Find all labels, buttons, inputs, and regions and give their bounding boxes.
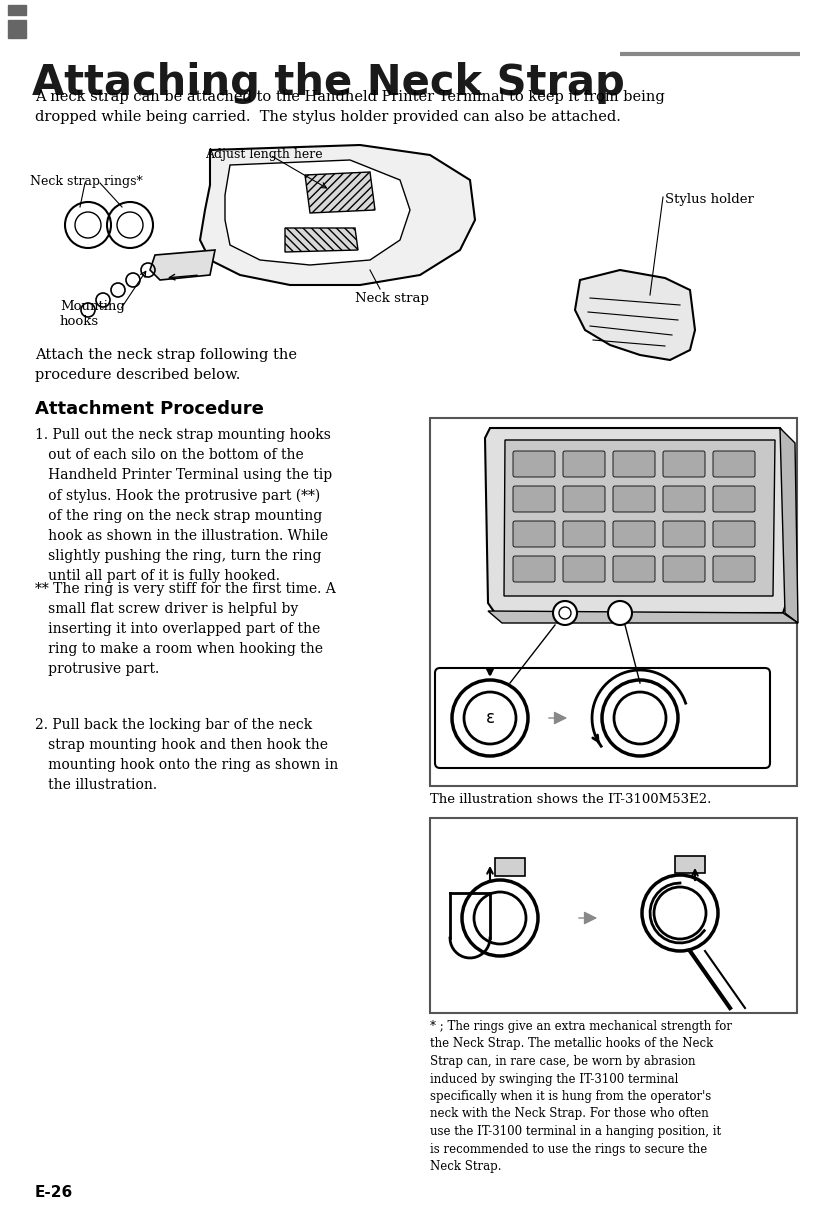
FancyBboxPatch shape	[663, 451, 705, 477]
FancyBboxPatch shape	[713, 486, 755, 512]
Polygon shape	[675, 856, 705, 872]
Polygon shape	[225, 160, 410, 265]
Text: * ; The rings give an extra mechanical strength for
the Neck Strap. The metallic: * ; The rings give an extra mechanical s…	[430, 1019, 732, 1172]
Circle shape	[452, 680, 528, 756]
FancyBboxPatch shape	[563, 521, 605, 547]
Circle shape	[654, 887, 706, 939]
Bar	[430, 418, 797, 786]
Polygon shape	[495, 858, 525, 876]
Text: Attachment Procedure: Attachment Procedure	[35, 400, 264, 418]
FancyBboxPatch shape	[513, 486, 555, 512]
FancyBboxPatch shape	[563, 451, 605, 477]
Text: ε: ε	[485, 709, 494, 727]
Text: Stylus holder: Stylus holder	[665, 193, 754, 206]
FancyBboxPatch shape	[435, 668, 770, 768]
Polygon shape	[504, 440, 775, 596]
FancyBboxPatch shape	[613, 486, 655, 512]
Text: Attaching the Neck Strap: Attaching the Neck Strap	[32, 61, 625, 104]
Bar	[8, 5, 26, 14]
FancyBboxPatch shape	[713, 521, 755, 547]
Circle shape	[642, 875, 718, 951]
Polygon shape	[488, 611, 798, 623]
Polygon shape	[485, 428, 788, 613]
Text: Mounting
hooks: Mounting hooks	[60, 300, 125, 328]
Polygon shape	[200, 145, 475, 286]
Circle shape	[602, 680, 678, 756]
Text: Adjust length here: Adjust length here	[205, 148, 323, 161]
Circle shape	[614, 692, 666, 743]
FancyBboxPatch shape	[563, 556, 605, 582]
Text: Neck strap rings*: Neck strap rings*	[30, 175, 143, 188]
Bar	[8, 20, 26, 39]
Text: 1. Pull out the neck strap mounting hooks
   out of each silo on the bottom of t: 1. Pull out the neck strap mounting hook…	[35, 428, 333, 583]
Polygon shape	[150, 249, 215, 280]
Polygon shape	[285, 228, 358, 252]
FancyBboxPatch shape	[613, 451, 655, 477]
FancyBboxPatch shape	[513, 556, 555, 582]
FancyBboxPatch shape	[713, 556, 755, 582]
Text: A neck strap can be attached to the Handheld Printer Terminal to keep it from be: A neck strap can be attached to the Hand…	[35, 90, 665, 124]
Polygon shape	[780, 428, 798, 623]
Bar	[430, 818, 797, 1013]
FancyBboxPatch shape	[563, 486, 605, 512]
FancyBboxPatch shape	[613, 521, 655, 547]
FancyBboxPatch shape	[663, 486, 705, 512]
FancyBboxPatch shape	[613, 556, 655, 582]
Circle shape	[553, 601, 577, 625]
Circle shape	[608, 601, 632, 625]
Text: E-26: E-26	[35, 1185, 74, 1200]
FancyBboxPatch shape	[513, 521, 555, 547]
Text: The illustration shows the IT-3100M53E2.: The illustration shows the IT-3100M53E2.	[430, 793, 712, 806]
Polygon shape	[575, 270, 695, 360]
Circle shape	[464, 692, 516, 743]
Polygon shape	[305, 172, 375, 213]
Text: 2. Pull back the locking bar of the neck
   strap mounting hook and then hook th: 2. Pull back the locking bar of the neck…	[35, 718, 338, 792]
FancyBboxPatch shape	[663, 556, 705, 582]
Circle shape	[462, 880, 538, 956]
Text: Attach the neck strap following the
procedure described below.: Attach the neck strap following the proc…	[35, 348, 297, 382]
FancyBboxPatch shape	[663, 521, 705, 547]
Text: ** The ring is very stiff for the first time. A
   small flat screw driver is he: ** The ring is very stiff for the first …	[35, 582, 336, 676]
Text: Neck strap: Neck strap	[355, 292, 429, 305]
Circle shape	[474, 892, 526, 944]
FancyBboxPatch shape	[513, 451, 555, 477]
FancyBboxPatch shape	[713, 451, 755, 477]
